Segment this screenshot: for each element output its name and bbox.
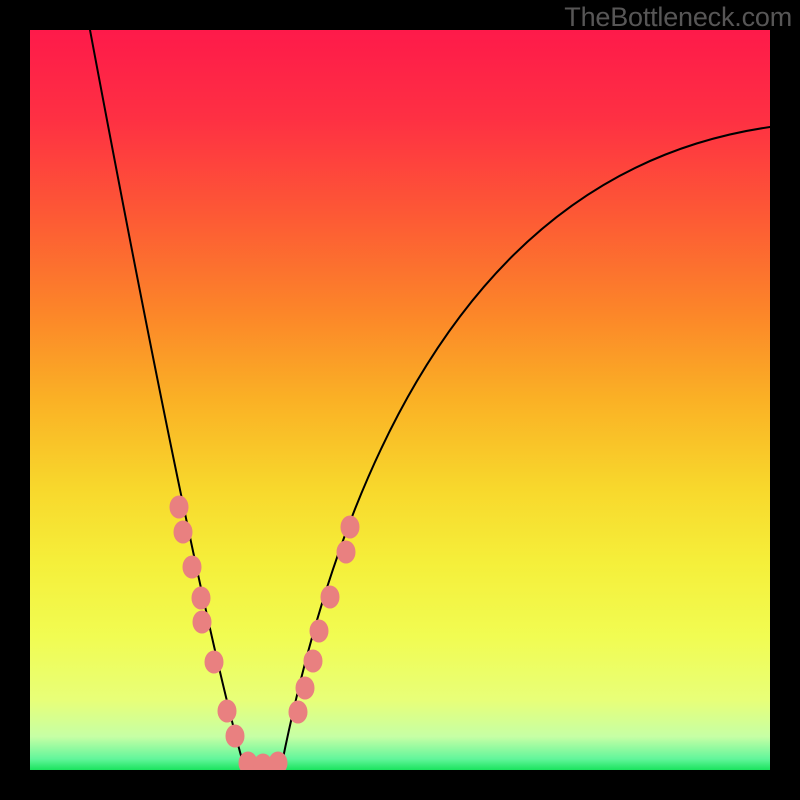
plot-svg: [30, 30, 770, 770]
data-marker: [170, 496, 188, 518]
watermark-text: TheBottleneck.com: [564, 2, 792, 33]
plot-area: [30, 30, 770, 770]
data-marker: [205, 651, 223, 673]
data-marker: [304, 650, 322, 672]
data-marker: [218, 700, 236, 722]
data-marker: [310, 620, 328, 642]
data-marker: [183, 556, 201, 578]
data-marker: [321, 586, 339, 608]
data-marker: [193, 611, 211, 633]
data-marker: [337, 541, 355, 563]
data-marker: [296, 677, 314, 699]
data-marker: [269, 752, 287, 770]
data-marker: [341, 516, 359, 538]
data-marker: [192, 587, 210, 609]
data-marker: [226, 725, 244, 747]
data-marker: [174, 521, 192, 543]
data-marker: [289, 701, 307, 723]
gradient-background: [30, 30, 770, 770]
